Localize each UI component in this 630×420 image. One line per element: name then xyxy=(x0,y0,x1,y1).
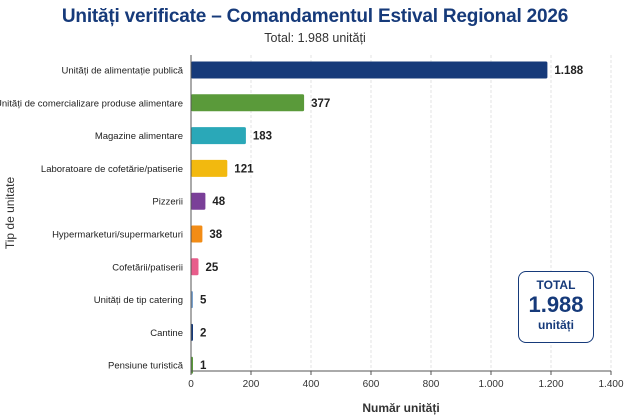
value-label: 48 xyxy=(212,196,225,208)
x-tick-label: 200 xyxy=(243,379,260,390)
total-label: TOTAL xyxy=(536,278,576,292)
value-label: 183 xyxy=(253,131,272,143)
value-label: 5 xyxy=(200,295,207,307)
x-tick-label: 400 xyxy=(303,379,320,390)
grid-lines xyxy=(250,55,612,371)
value-label: 2 xyxy=(200,327,206,339)
bar xyxy=(191,192,206,210)
x-tick-label: 1.000 xyxy=(478,379,503,390)
axes: 0 200 400 600 800 1.000 1.200 1.400 xyxy=(188,55,624,390)
category-label: Laboratoare de cofetărie/patiserie xyxy=(41,164,183,175)
value-label: 1.188 xyxy=(554,65,583,77)
bar xyxy=(191,61,548,79)
category-label: Pensiune turistică xyxy=(108,361,184,372)
total-unit: unități xyxy=(538,318,574,332)
category-label: Cantine xyxy=(150,328,183,339)
x-tick-label: 600 xyxy=(363,379,380,390)
category-label: Unități de tip catering xyxy=(94,295,183,306)
labels: Unități de alimentație publică 1.188 Unită… xyxy=(0,65,584,372)
value-label: 1 xyxy=(200,360,207,372)
bars xyxy=(191,61,548,374)
value-label: 38 xyxy=(209,229,222,241)
category-label: Unități de alimentație publică xyxy=(62,66,184,77)
bar xyxy=(191,94,305,112)
total-summary-box: TOTAL 1.988 unități xyxy=(518,271,594,343)
value-label: 377 xyxy=(311,98,330,110)
x-tick-label: 1.200 xyxy=(538,379,563,390)
x-tick-label: 0 xyxy=(188,379,194,390)
x-axis-title: Număr unități xyxy=(362,401,439,415)
x-tick-label: 1.400 xyxy=(598,379,623,390)
y-axis-title: Tip de unitate xyxy=(3,177,17,250)
bar xyxy=(191,159,228,177)
category-label: Unități de comercializare produse alimen… xyxy=(0,98,183,109)
category-label: Cofetării/patiserii xyxy=(112,262,183,273)
chart-title: Unități verificate – Comandamentul Estiv… xyxy=(61,6,569,27)
bar xyxy=(191,127,246,145)
bar xyxy=(191,258,199,276)
bar xyxy=(191,225,203,243)
category-label: Hypermarketuri/supermarketuri xyxy=(52,230,183,241)
value-label: 121 xyxy=(234,163,254,175)
total-value: 1.988 xyxy=(528,292,584,317)
x-tick-label: 800 xyxy=(423,379,440,390)
category-label: Magazine alimentare xyxy=(95,131,183,142)
chart-subtitle: Total: 1.988 unități xyxy=(264,31,366,45)
value-label: 25 xyxy=(206,262,219,274)
category-label: Pizzerii xyxy=(152,197,183,208)
